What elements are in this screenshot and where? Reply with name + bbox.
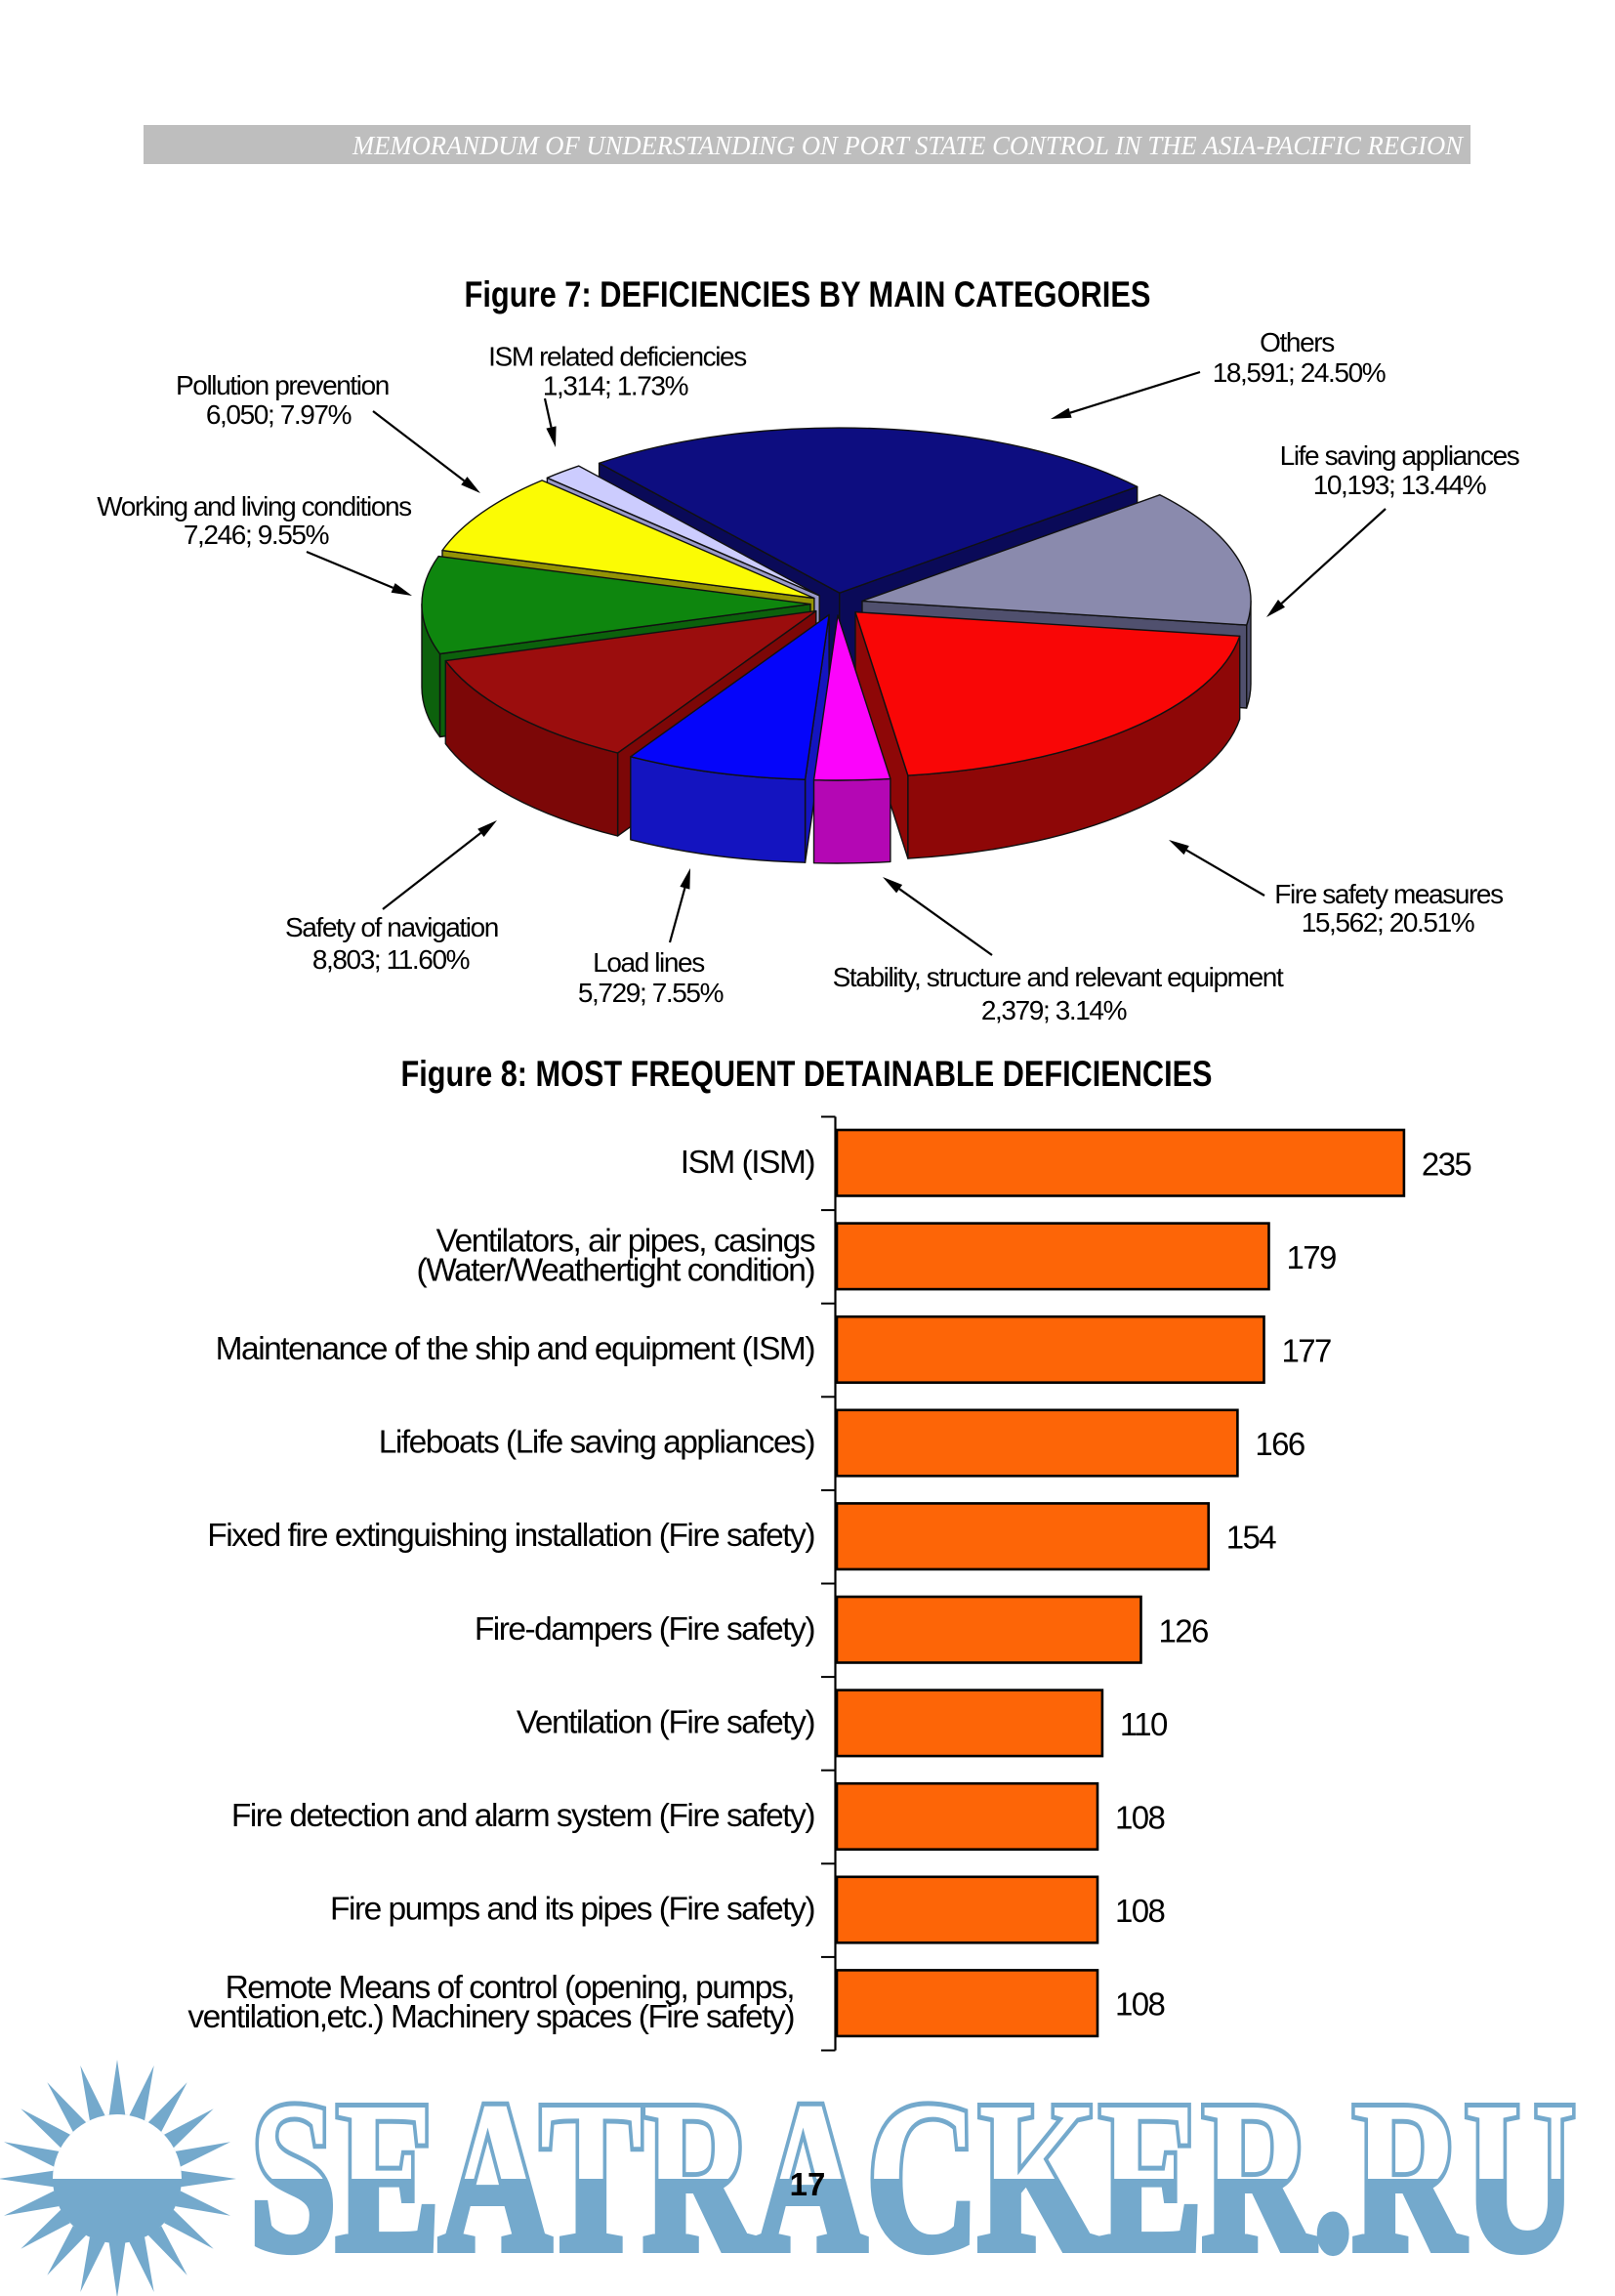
svg-text:Figure 8: MOST FREQUENT DETAIN: Figure 8: MOST FREQUENT DETAINABLE DEFIC… xyxy=(401,1054,1213,1094)
svg-text:Fire pumps and its pipes (Fire: Fire pumps and its pipes (Fire safety) xyxy=(330,1892,814,1928)
svg-text:Ventilators, air pipes, casing: Ventilators, air pipes, casings xyxy=(436,1223,815,1259)
svg-text:SEATRACKER.RU: SEATRACKER.RU xyxy=(250,2057,1576,2295)
svg-text:17: 17 xyxy=(790,2166,826,2202)
svg-text:126: 126 xyxy=(1159,1612,1209,1649)
svg-text:10,193; 13.44%: 10,193; 13.44% xyxy=(1313,470,1486,500)
svg-text:Maintenance of the ship and eq: Maintenance of the ship and equipment (I… xyxy=(216,1331,815,1367)
svg-text:Stability, structure and relev: Stability, structure and relevant equipm… xyxy=(833,962,1284,992)
svg-text:18,591; 24.50%: 18,591; 24.50% xyxy=(1213,357,1386,388)
svg-text:1,314; 1.73%: 1,314; 1.73% xyxy=(543,371,688,401)
svg-text:Working and living conditions: Working and living conditions xyxy=(97,491,411,522)
svg-text:Fire detection and alarm syste: Fire detection and alarm system (Fire sa… xyxy=(231,1798,814,1834)
svg-text:ISM related deficiencies: ISM related deficiencies xyxy=(488,342,746,372)
svg-text:ISM (ISM): ISM (ISM) xyxy=(681,1145,815,1181)
svg-text:235: 235 xyxy=(1422,1146,1471,1182)
svg-text:ventilation,etc.) Machinery sp: ventilation,etc.) Machinery spaces (Fire… xyxy=(187,1999,794,2035)
svg-text:Fire safety measures: Fire safety measures xyxy=(1274,879,1503,909)
svg-text:Pollution prevention: Pollution prevention xyxy=(176,370,389,400)
svg-text:110: 110 xyxy=(1120,1706,1168,1742)
svg-text:179: 179 xyxy=(1287,1239,1337,1275)
svg-text:177: 177 xyxy=(1282,1333,1332,1369)
svg-text:Load lines: Load lines xyxy=(593,947,704,978)
svg-text:Life saving appliances: Life saving appliances xyxy=(1280,440,1519,471)
svg-text:8,803; 11.60%: 8,803; 11.60% xyxy=(312,944,470,975)
svg-text:5,729; 7.55%: 5,729; 7.55% xyxy=(578,978,724,1008)
svg-text:154: 154 xyxy=(1226,1520,1277,1556)
svg-text:108: 108 xyxy=(1115,1893,1165,1929)
svg-text:Ventilation (Fire safety): Ventilation (Fire safety) xyxy=(517,1704,814,1740)
svg-text:2,379; 3.14%: 2,379; 3.14% xyxy=(981,995,1127,1025)
svg-text:108: 108 xyxy=(1115,1800,1165,1836)
svg-text:Lifeboats (Life saving applian: Lifeboats (Life saving appliances) xyxy=(379,1425,815,1461)
svg-text:15,562; 20.51%: 15,562; 20.51% xyxy=(1302,907,1474,938)
svg-text:7,246; 9.55%: 7,246; 9.55% xyxy=(184,520,329,550)
svg-text:Fixed fire extinguishing insta: Fixed fire extinguishing installation (F… xyxy=(207,1518,814,1554)
svg-text:Safety of navigation: Safety of navigation xyxy=(285,912,498,942)
svg-text:166: 166 xyxy=(1255,1426,1304,1462)
svg-text:Others: Others xyxy=(1260,327,1334,357)
svg-text:108: 108 xyxy=(1115,1986,1165,2023)
svg-text:Figure 7: DEFICIENCIES BY MAIN: Figure 7: DEFICIENCIES BY MAIN CATEGORIE… xyxy=(465,274,1151,314)
svg-text:Fire-dampers (Fire safety): Fire-dampers (Fire safety) xyxy=(475,1611,815,1648)
svg-text:Remote Means of control (openi: Remote Means of control (opening, pumps, xyxy=(226,1970,794,2006)
svg-text:MEMORANDUM OF UNDERSTANDING ON: MEMORANDUM OF UNDERSTANDING ON PORT STAT… xyxy=(352,131,1465,160)
svg-text:(Water/Weathertight condition): (Water/Weathertight condition) xyxy=(417,1252,815,1288)
svg-text:6,050; 7.97%: 6,050; 7.97% xyxy=(206,399,352,430)
